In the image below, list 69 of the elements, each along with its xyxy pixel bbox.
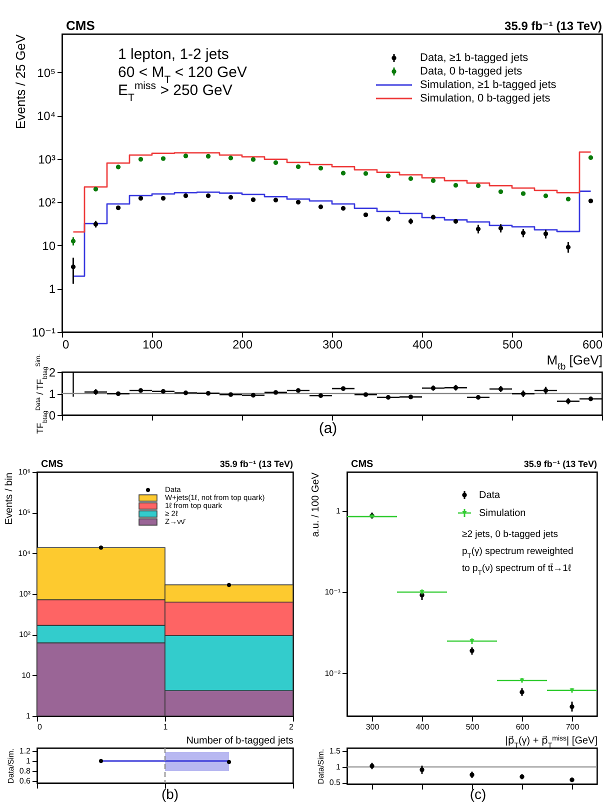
x-tick-label: 600 <box>582 338 603 352</box>
x-tick-label: 200 <box>232 338 253 352</box>
y-tick-label: 10⁵ <box>18 508 30 518</box>
y-tick-label: 10² <box>18 630 31 640</box>
y-tick-label: 10⁴ <box>18 548 32 558</box>
annotation: E$_{T}$$^{miss}$ > 250 GeV <box>118 80 232 104</box>
y-tick-label: 10⁻¹ <box>324 588 341 597</box>
y-tick-label: 10³ <box>38 152 56 166</box>
y-tick-label: 10⁴ <box>36 109 56 124</box>
y-tick-label: 10² <box>38 196 56 210</box>
y-tick-label: 1 <box>26 756 32 766</box>
y-tick-label: 2 <box>48 366 56 380</box>
y-tick-label: 10⁵ <box>37 66 56 80</box>
y-tick-label: 1 <box>48 282 56 296</box>
chart-title: CMS <box>41 459 64 470</box>
x-tick-label: 600 <box>516 722 530 732</box>
y-tick-label: 10 <box>42 238 56 253</box>
legend-label: Data, ≥1 b-tagged jets <box>420 52 529 64</box>
annotation: p$_{T}$(γ) spectrum reweighted <box>462 546 574 560</box>
x-tick-label: 300 <box>366 722 380 732</box>
text: (a) <box>318 420 338 437</box>
x-tick-label: 500 <box>466 722 480 732</box>
y-axis-title: Events / bin <box>4 472 16 525</box>
y-tick-label: 10⁶ <box>18 468 30 476</box>
legend-label: Simulation, 0 b-tagged jets <box>420 92 551 104</box>
y-axis-title: a.u. / 100 GeV <box>310 472 322 537</box>
legend-label: Data <box>479 490 501 501</box>
y-tick-label: 0 <box>48 408 56 422</box>
legend-label: Simulation, ≥1 b-tagged jets <box>420 79 557 91</box>
y-tick-label: 10⁻¹ <box>32 326 56 340</box>
x-tick-label: 700 <box>566 722 580 732</box>
y-axis-title: Events / 25 GeV <box>12 34 28 130</box>
chart-title: CMS <box>66 18 96 33</box>
x-axis-title: M$_{ℓb}$ [GeV] <box>546 352 602 372</box>
y-tick-label: 1 <box>48 387 56 401</box>
chart-subtitle: 35.9 fb⁻¹ (13 TeV) <box>220 459 293 469</box>
x-axis-title: |p⃗$_{T}$(γ) + p⃗$_{T}$$^{miss}$| [GeV] <box>505 734 598 749</box>
y-tick-label: 0.6 <box>19 776 32 786</box>
annotation: to p$_{T}$(ν) spectrum of tt̄→1ℓ <box>462 562 572 576</box>
annotation: 1 lepton, 1-2 jets <box>118 46 229 63</box>
text: (b) <box>161 786 179 802</box>
legend-label: Data, 0 b-tagged jets <box>420 66 523 78</box>
x-tick-label: 500 <box>502 338 523 352</box>
annotation: ≥2 jets, 0 b-tagged jets <box>462 529 558 540</box>
y-tick-label: 10 <box>22 670 32 680</box>
chart-subtitle: 35.9 fb⁻¹ (13 TeV) <box>504 19 602 33</box>
y-axis-title: Data/Sim. <box>6 748 16 784</box>
y-tick-label: 1.5 <box>329 746 342 756</box>
y-axis-title: Data/Sim. <box>316 748 326 784</box>
y-tick-label: 1 <box>336 506 342 516</box>
x-axis-title: Number of b-tagged jets <box>186 736 294 746</box>
chart-title: CMS <box>351 459 374 470</box>
y-tick-label: 1 <box>26 712 32 720</box>
x-tick-label: 300 <box>322 338 343 352</box>
y-tick-label: 10³ <box>18 590 31 598</box>
y-tick-label: 0.8 <box>19 766 32 776</box>
text: (c) <box>470 786 486 802</box>
y-tick-label: 1.2 <box>19 746 32 756</box>
x-tick-label: 1 <box>163 722 168 732</box>
y-tick-label: 1 <box>336 762 342 772</box>
x-tick-label: 100 <box>142 338 163 352</box>
x-tick-label: 400 <box>412 338 433 352</box>
y-tick-label: 10⁻² <box>324 668 341 678</box>
x-tick-label: 0 <box>62 338 70 352</box>
x-tick-label: 2 <box>289 722 294 732</box>
x-tick-label: 400 <box>416 722 430 732</box>
chart-subtitle: 35.9 fb⁻¹ (13 TeV) <box>524 459 597 469</box>
legend-label: Simulation <box>479 508 526 519</box>
y-tick-label: 0.5 <box>329 778 342 788</box>
